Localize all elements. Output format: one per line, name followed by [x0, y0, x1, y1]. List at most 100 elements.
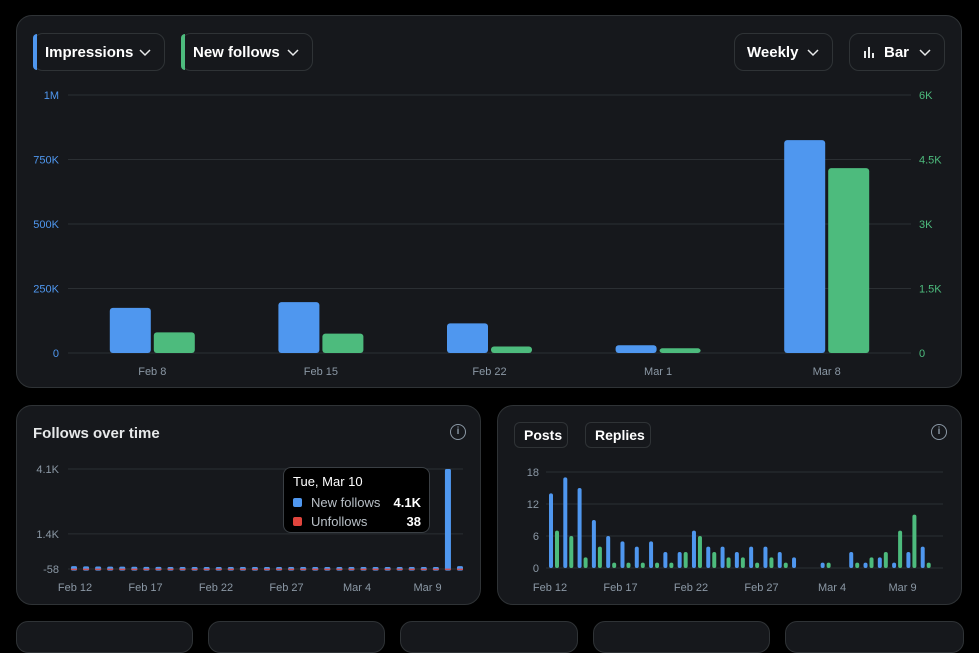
- y-tick-label: 1.4K: [36, 529, 59, 541]
- info-icon[interactable]: i: [450, 424, 466, 440]
- new-follows-bar: [444, 469, 451, 571]
- replies-legend[interactable]: Replies: [585, 422, 651, 448]
- unfollows-bar: [227, 568, 234, 571]
- y-tick-right: 6K: [919, 90, 933, 102]
- posts-bar: [906, 552, 911, 568]
- posts-bar: [663, 552, 668, 568]
- unfollows-bar: [420, 568, 427, 571]
- impressions-bar: [278, 302, 320, 353]
- metric1-select[interactable]: Impressions: [33, 33, 165, 71]
- replies-bar: [769, 557, 774, 568]
- chart-type-select[interactable]: Bar: [849, 33, 945, 71]
- posts-chart: 0 6 12 18 Feb 12 Feb 17 Feb 22 Feb 27 Mar 4 Mar 9: [527, 467, 943, 594]
- metric2-select[interactable]: New follows: [181, 33, 313, 71]
- x-tick-label: Mar 4: [343, 582, 371, 594]
- posts-bar: [777, 552, 782, 568]
- unfollows-bar: [300, 568, 307, 571]
- posts-legend-label: Posts: [524, 427, 563, 443]
- y-tick-left: 250K: [33, 284, 59, 296]
- unfollows-bar: [432, 568, 439, 571]
- unfollows-bar: [324, 568, 331, 571]
- new-follows-bar: [153, 332, 195, 353]
- y-tick-left: 0: [53, 348, 59, 360]
- unfollows-bar: [312, 568, 319, 571]
- follows-title: Follows over time: [33, 425, 160, 442]
- summary-card: [400, 621, 578, 653]
- unfollows-bar: [251, 568, 258, 571]
- y-tick-label: 0: [533, 563, 539, 575]
- y-tick-left: 500K: [33, 219, 59, 231]
- posts-bar: [649, 541, 654, 568]
- period-select[interactable]: Weekly: [734, 33, 833, 71]
- blue-accent: [33, 34, 37, 70]
- unfollows-bar: [131, 568, 138, 571]
- replies-bar: [626, 562, 631, 568]
- replies-bar: [640, 562, 645, 568]
- unfollows-bar: [71, 568, 77, 571]
- unfollows-bar: [276, 568, 283, 571]
- posts-bar: [763, 546, 768, 568]
- y-tick-right: 0: [919, 348, 925, 360]
- tooltip-unfollows-label: Unfollows: [311, 514, 368, 529]
- replies-bar: [898, 530, 903, 568]
- info-icon[interactable]: i: [931, 424, 947, 440]
- metric1-label: Impressions: [45, 43, 134, 61]
- x-tick-label: Mar 4: [818, 582, 846, 594]
- unfollows-bar: [203, 568, 210, 571]
- x-tick-label: Mar 9: [413, 582, 441, 594]
- unfollows-bar: [264, 568, 270, 571]
- new-follows-bar: [322, 333, 364, 353]
- posts-bar: [706, 546, 711, 568]
- unfollows-swatch: [293, 517, 302, 526]
- impressions-bar: [447, 323, 488, 353]
- unfollows-bar: [384, 568, 391, 571]
- unfollows-bar: [83, 568, 90, 571]
- x-tick-label: Mar 8: [813, 366, 841, 378]
- period-label: Weekly: [747, 43, 799, 61]
- posts-bar: [577, 488, 582, 568]
- posts-bar: [749, 546, 754, 568]
- posts-bar: [877, 557, 882, 568]
- unfollows-bar: [457, 568, 463, 571]
- replies-bar: [555, 530, 559, 568]
- impressions-chart: 0 0 250K 1.5K 500K 3K 750K 4.5K 1M 6K Feb 8 Feb 15 F…: [33, 90, 942, 378]
- unfollows-bar: [119, 568, 126, 571]
- chevron-down-icon: [807, 49, 819, 57]
- summary-card: [785, 621, 964, 653]
- replies-bar: [740, 557, 745, 568]
- y-tick-right: 3K: [919, 219, 933, 231]
- replies-bar: [912, 514, 917, 568]
- unfollows-bar: [288, 568, 295, 571]
- posts-panel: [497, 405, 962, 605]
- y-tick-label: 18: [527, 467, 539, 479]
- unfollows-bar: [408, 568, 415, 571]
- unfollows-bar: [155, 568, 162, 571]
- posts-bar: [606, 536, 611, 568]
- unfollows-bar: [336, 568, 343, 571]
- x-tick-label: Feb 17: [128, 582, 162, 594]
- tooltip-new-follows-label: New follows: [311, 495, 381, 510]
- x-tick-label: Feb 22: [199, 582, 233, 594]
- new-follows-swatch: [293, 498, 302, 507]
- y-tick-left: 1M: [44, 90, 59, 102]
- posts-bar: [677, 552, 682, 568]
- replies-bar: [597, 546, 602, 568]
- x-tick-label: Feb 17: [603, 582, 637, 594]
- posts-legend[interactable]: Posts: [514, 422, 568, 448]
- replies-bar: [612, 562, 617, 568]
- y-tick-left: 750K: [33, 155, 59, 167]
- posts-bar: [549, 493, 553, 568]
- posts-bar: [620, 541, 625, 568]
- unfollows-bar: [179, 568, 186, 571]
- new-follows-bar: [491, 346, 532, 353]
- posts-bar: [591, 520, 596, 568]
- x-tick-label: Feb 8: [138, 366, 166, 378]
- tooltip-date: Tue, Mar 10: [293, 474, 363, 489]
- unfollows-bar: [239, 568, 246, 571]
- replies-bar: [669, 562, 674, 568]
- unfollows-bar: [360, 568, 367, 571]
- replies-bar: [783, 562, 788, 568]
- x-tick-label: Feb 27: [744, 582, 778, 594]
- unfollows-bar: [396, 568, 403, 571]
- y-tick-label: 6: [533, 531, 539, 543]
